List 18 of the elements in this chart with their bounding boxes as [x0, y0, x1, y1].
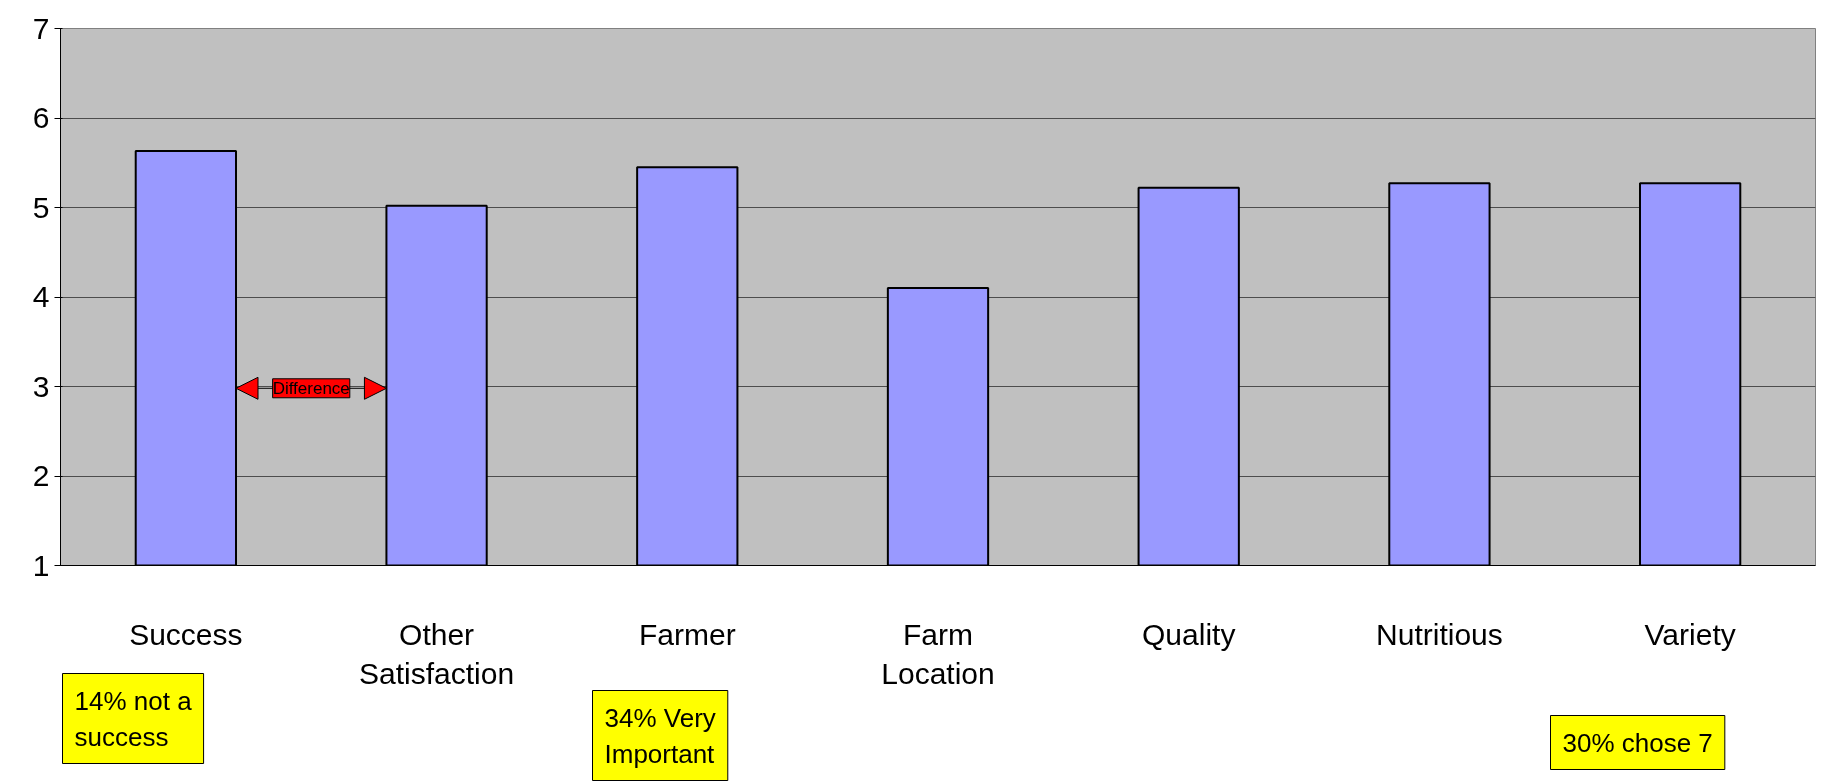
y-tick-label: 6: [32, 101, 50, 134]
x-tick-label: Other Satisfaction: [359, 617, 515, 691]
y-tick-label: 5: [32, 190, 50, 224]
annotation: Difference: [272, 378, 350, 398]
x-tick-label: Success: [129, 617, 243, 651]
y-tick-label: 1: [32, 548, 50, 582]
x-tick-label: Nutritious: [1376, 617, 1503, 651]
x-tick-label: Quality: [1142, 617, 1236, 651]
y-tick-label: 3: [32, 369, 50, 403]
text: 34% Very Important: [604, 702, 716, 769]
x-tick-label: Variety: [1644, 617, 1736, 651]
y-tick-label: 4: [32, 280, 50, 313]
x-tick-label: Farm Location: [881, 617, 995, 691]
text: 30% chose 7: [1562, 727, 1713, 758]
text: 14% not a success: [74, 685, 193, 752]
y-tick-label: 7: [32, 11, 50, 45]
x-tick-label: Farmer: [638, 617, 736, 651]
y-tick-label: 2: [32, 459, 50, 492]
